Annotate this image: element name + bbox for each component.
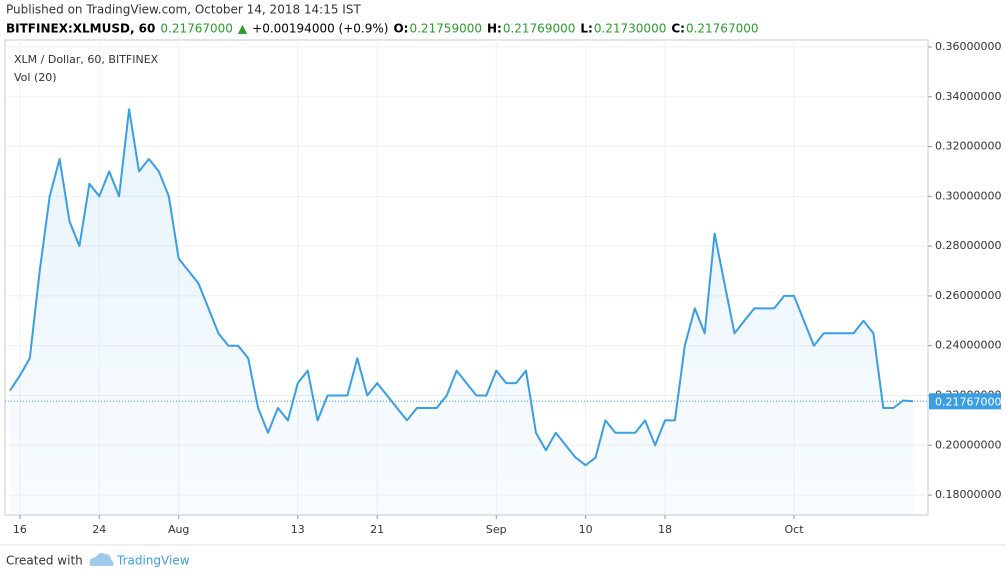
x-tick-label: 13 xyxy=(291,523,305,536)
symbol-info: BITFINEX:XLMUSD, 60 0.21767000 ▲ +0.0019400… xyxy=(6,22,758,36)
header: Published on TradingView.com, October 14… xyxy=(6,3,361,17)
x-tick-label: 24 xyxy=(92,523,106,536)
ohlc-value: 0.21759000 xyxy=(409,22,482,36)
ohlc-label: H: xyxy=(487,22,502,36)
x-tick-label: Sep xyxy=(486,523,507,536)
y-tick-label: 0.30000000 xyxy=(935,189,1001,202)
change-arrow: ▲ xyxy=(238,22,248,36)
symbol: BITFINEX:XLMUSD, 60 xyxy=(6,22,155,36)
last-price-label: 0.21767000 xyxy=(935,395,1001,408)
price-line xyxy=(9,108,914,467)
x-tick-label: Oct xyxy=(785,523,805,536)
y-tick-label: 0.34000000 xyxy=(935,90,1001,103)
y-tick-label: 0.18000000 xyxy=(935,488,1001,501)
y-tick-label: 0.32000000 xyxy=(935,140,1001,153)
change: +0.00194000 (+0.9%) xyxy=(252,22,388,36)
x-tick-label: Aug xyxy=(168,523,189,536)
x-tick-label: 21 xyxy=(370,523,384,536)
last-price-box xyxy=(929,393,1001,410)
y-tick-label: 0.20000000 xyxy=(935,438,1001,451)
y-tick-label: 0.28000000 xyxy=(935,239,1001,252)
brand-logo xyxy=(89,553,114,566)
y-tick-label: 0.36000000 xyxy=(935,40,1001,53)
ohlc-value: 0.21767000 xyxy=(686,22,759,36)
subtitle: Vol (20) xyxy=(14,71,57,84)
x-tick-label: 10 xyxy=(579,523,593,536)
x-tick-label: 16 xyxy=(13,523,27,536)
plot xyxy=(5,40,928,515)
area-fill xyxy=(9,109,914,515)
x-tick-label: 18 xyxy=(658,523,672,536)
ohlc-label: L: xyxy=(580,22,592,36)
y-tick-label: 0.26000000 xyxy=(935,289,1001,302)
y-tick-label: 0.24000000 xyxy=(935,339,1001,352)
ohlc-value: 0.21730000 xyxy=(594,22,667,36)
ohlc-label: O: xyxy=(393,22,408,36)
legend-series: XLM / Dollar, 60, BITFINEX xyxy=(14,53,159,66)
ohlc-label: C: xyxy=(671,22,685,36)
brand[interactable]: TradingView xyxy=(116,554,190,568)
last-value: 0.21767000 xyxy=(160,22,233,36)
ohlc-value: 0.21769000 xyxy=(503,22,576,36)
footer-text: Created with xyxy=(6,554,83,568)
